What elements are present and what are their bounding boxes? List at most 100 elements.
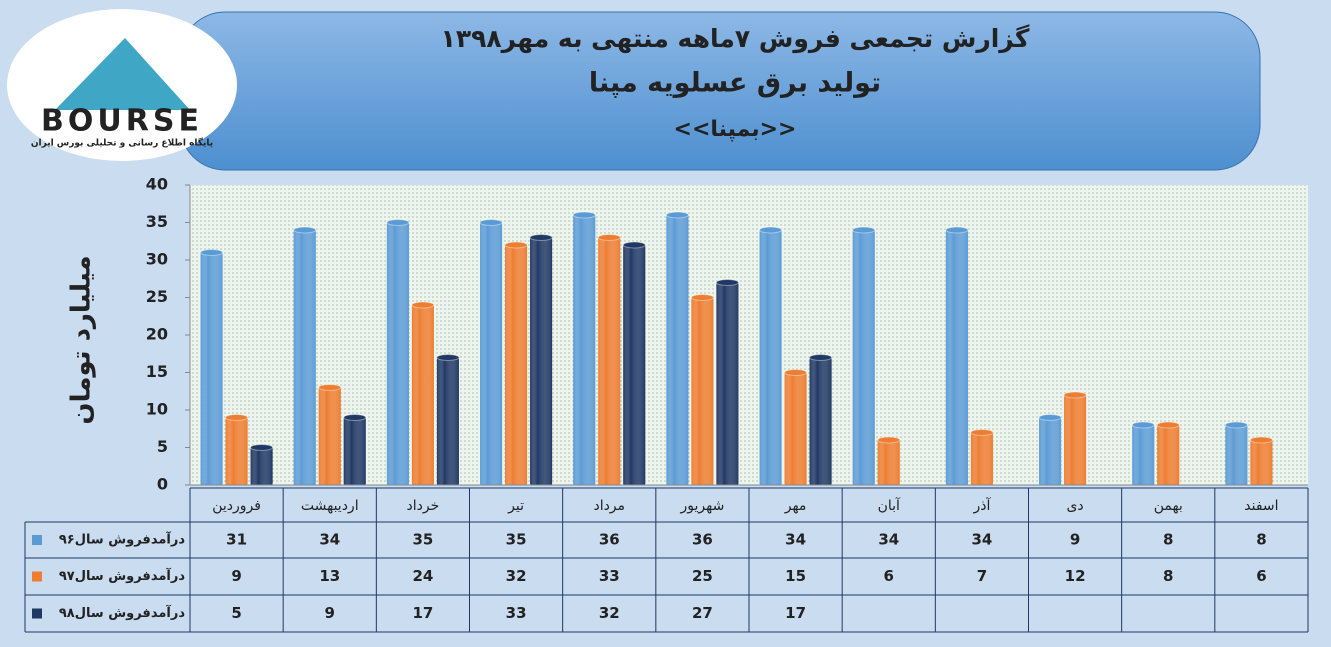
table-value: 8 (1163, 567, 1173, 585)
table-value: 27 (692, 604, 713, 622)
y-tick-label: 35 (146, 212, 168, 231)
bar-shade (759, 230, 782, 485)
bar-cap (665, 211, 689, 219)
bar-cap (877, 436, 901, 444)
bar-cap (970, 429, 994, 436)
table-value: 6 (1256, 567, 1266, 585)
x-tick-label: دی (1066, 498, 1083, 514)
bar-cap (809, 354, 833, 361)
bar-shade (598, 237, 621, 485)
bar-shade (1132, 425, 1155, 485)
bar-cap (784, 369, 808, 376)
legend-label: درآمدفروش سال۹۷ (59, 567, 185, 584)
y-tick-label: 0 (157, 475, 168, 494)
bar-shade (505, 245, 528, 485)
bar-cap (715, 279, 739, 286)
table-value: 9 (325, 604, 335, 622)
x-tick-label: آبان (878, 497, 901, 514)
bar-cap (386, 219, 410, 226)
table-value: 36 (692, 531, 713, 549)
table-value: 5 (231, 604, 241, 622)
bar-shade (1225, 425, 1248, 485)
y-tick-label: 20 (146, 325, 168, 344)
bar-cap (1156, 421, 1180, 429)
bar-shade (970, 432, 993, 485)
legend-swatch (32, 535, 42, 545)
logo-text: BOURSE (41, 104, 203, 139)
table-value: 8 (1163, 531, 1173, 549)
table-value: 33 (506, 604, 527, 622)
bar-shade (691, 297, 714, 485)
bar-shade (386, 222, 409, 485)
table-value: 9 (231, 567, 241, 585)
bar-cap (225, 414, 249, 421)
table-value: 32 (506, 567, 527, 585)
bar-shade (1157, 425, 1180, 485)
legend-swatch (32, 571, 42, 582)
table-value: 7 (977, 567, 987, 585)
bar-shade (623, 245, 646, 485)
x-tick-label: خرداد (407, 498, 440, 514)
y-axis-label: میلیارد تومان (67, 255, 97, 424)
bar-shade (250, 447, 273, 485)
table-value: 32 (599, 604, 620, 622)
table-value: 36 (599, 531, 620, 549)
x-tick-label: فروردین (212, 498, 261, 514)
x-tick-label: اسفند (1244, 498, 1278, 514)
bar-shade (945, 230, 968, 485)
bar-shade (1250, 440, 1273, 485)
legend-label: درآمدفروش سال۹۶ (59, 531, 185, 548)
bar-shade (1039, 417, 1062, 485)
legend-label: درآمدفروش سال۹۸ (59, 604, 185, 621)
x-tick-label: شهریور (680, 498, 725, 514)
table-value: 8 (1256, 531, 1266, 549)
bar-cap (1063, 391, 1087, 399)
bar-shade (877, 440, 900, 485)
y-tick-label: 15 (146, 362, 168, 381)
bar-shade (480, 222, 503, 485)
bar-shade (1064, 395, 1087, 485)
bar-cap (436, 354, 460, 361)
bar-shade (343, 417, 366, 485)
y-tick-label: 25 (146, 287, 168, 306)
bar-shade (411, 305, 434, 485)
bar-shade (293, 230, 316, 485)
x-tick-label: آذر (972, 497, 991, 514)
table-value: 9 (1070, 531, 1080, 549)
bar-shade (200, 252, 223, 485)
table-value: 35 (412, 531, 433, 549)
x-tick-label: بهمن (1154, 498, 1183, 514)
bar-cap (1224, 421, 1248, 429)
table-value: 34 (785, 531, 806, 549)
bar-cap (622, 241, 646, 249)
bar-cap (200, 249, 224, 256)
bar-cap (411, 301, 435, 309)
table-value: 35 (506, 531, 527, 549)
x-tick-label: اردیبهشت (301, 498, 359, 514)
table-value: 34 (319, 531, 340, 549)
bar-shade (716, 282, 739, 485)
bar-shade (436, 357, 459, 485)
y-tick-label: 10 (146, 400, 168, 419)
x-tick-label: مهر (784, 498, 807, 514)
table-value: 17 (785, 604, 806, 622)
logo-tagline: پایگاه اطلاع رسانی و تحلیلی بورس ایران (31, 137, 213, 149)
table-value: 17 (412, 604, 433, 622)
table-value: 34 (971, 531, 992, 549)
bar-cap (572, 211, 596, 219)
bar-cap (597, 234, 621, 241)
x-tick-label: تیر (507, 498, 524, 514)
symbol: <<بمپنا>> (674, 117, 797, 142)
bar-cap (529, 234, 553, 241)
bar-shade (225, 417, 248, 485)
bar-cap (1249, 436, 1273, 444)
bar-cap (852, 226, 876, 234)
table-value: 25 (692, 567, 713, 585)
table-value: 15 (785, 567, 806, 585)
bar-cap (690, 294, 714, 301)
bar-cap (945, 226, 969, 234)
table-value: 13 (319, 567, 340, 585)
bar-cap (504, 241, 528, 249)
table-value: 31 (226, 531, 247, 549)
y-tick-label: 30 (146, 250, 168, 269)
